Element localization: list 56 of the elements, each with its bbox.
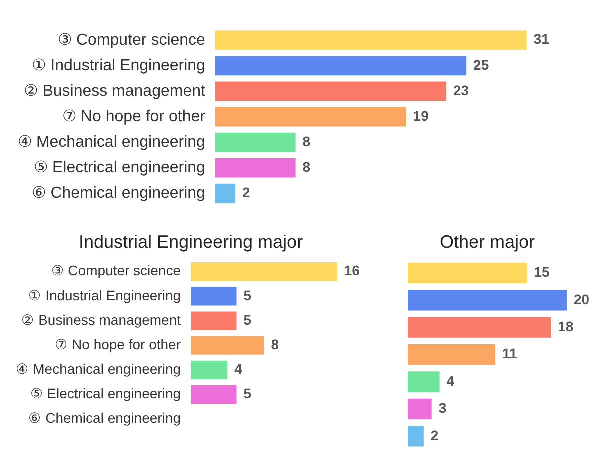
- y-tick-label: ⑥ Chemical engineering: [32, 185, 206, 202]
- data-label: 2: [242, 184, 251, 200]
- data-label: 4: [446, 372, 455, 389]
- bar: [215, 107, 406, 127]
- bar: [215, 30, 527, 50]
- bar: [408, 426, 424, 447]
- data-label: 8: [302, 158, 311, 175]
- y-tick-label: ② Business management: [24, 82, 206, 100]
- bar: [408, 344, 496, 366]
- bar: [408, 398, 432, 420]
- y-tick-label: ② Business management: [22, 312, 182, 328]
- y-tick-label: ④ Mechanical engineering: [16, 361, 181, 378]
- data-label: 19: [413, 108, 430, 124]
- bar: [191, 360, 228, 380]
- y-tick-label: ⑦ No hope for other: [55, 336, 182, 352]
- data-label: 11: [502, 346, 518, 362]
- data-label: 4: [234, 361, 243, 378]
- data-label: 23: [453, 82, 470, 98]
- bar: [408, 317, 552, 338]
- y-tick-label: ⑦ No hope for other: [62, 108, 206, 126]
- data-label: 18: [558, 318, 574, 334]
- data-label: 31: [534, 31, 550, 48]
- bar: [191, 262, 338, 282]
- bar: [215, 132, 296, 152]
- y-tick-label: ⑥ Chemical engineering: [28, 410, 181, 426]
- data-label: 20: [574, 291, 590, 308]
- y-tick-label: ③ Computer science: [58, 32, 206, 49]
- chart-title: Other major: [440, 232, 536, 252]
- bar: [215, 184, 236, 204]
- bar: [215, 82, 446, 102]
- bar: [191, 312, 237, 330]
- data-label: 8: [271, 336, 280, 352]
- bar: [215, 158, 296, 178]
- bar: [408, 262, 528, 284]
- y-tick-label: ① Industrial Engineering: [32, 57, 206, 74]
- bar: [408, 372, 440, 392]
- y-tick-label: ① Industrial Engineering: [28, 287, 181, 304]
- data-label: 5: [244, 386, 252, 402]
- y-tick-label: ⑤ Electrical engineering: [30, 386, 181, 402]
- chart-title: Industrial Engineering major: [78, 232, 304, 252]
- y-tick-label: ⑤ Electrical engineering: [34, 159, 206, 176]
- bar: [191, 385, 237, 404]
- data-label: 8: [302, 133, 311, 150]
- data-label: 5: [244, 312, 252, 328]
- bar: [215, 56, 467, 76]
- data-label: 2: [430, 427, 439, 444]
- data-label: 3: [438, 400, 447, 416]
- y-tick-label: ③ Computer science: [51, 262, 182, 279]
- data-label: 15: [534, 264, 550, 280]
- data-label: 25: [474, 56, 490, 73]
- data-label: 5: [244, 287, 252, 304]
- y-tick-label: ④ Mechanical engineering: [18, 134, 206, 151]
- data-label: 16: [344, 262, 360, 279]
- bar: [191, 336, 264, 355]
- bar: [191, 287, 237, 306]
- bar: [408, 290, 567, 311]
